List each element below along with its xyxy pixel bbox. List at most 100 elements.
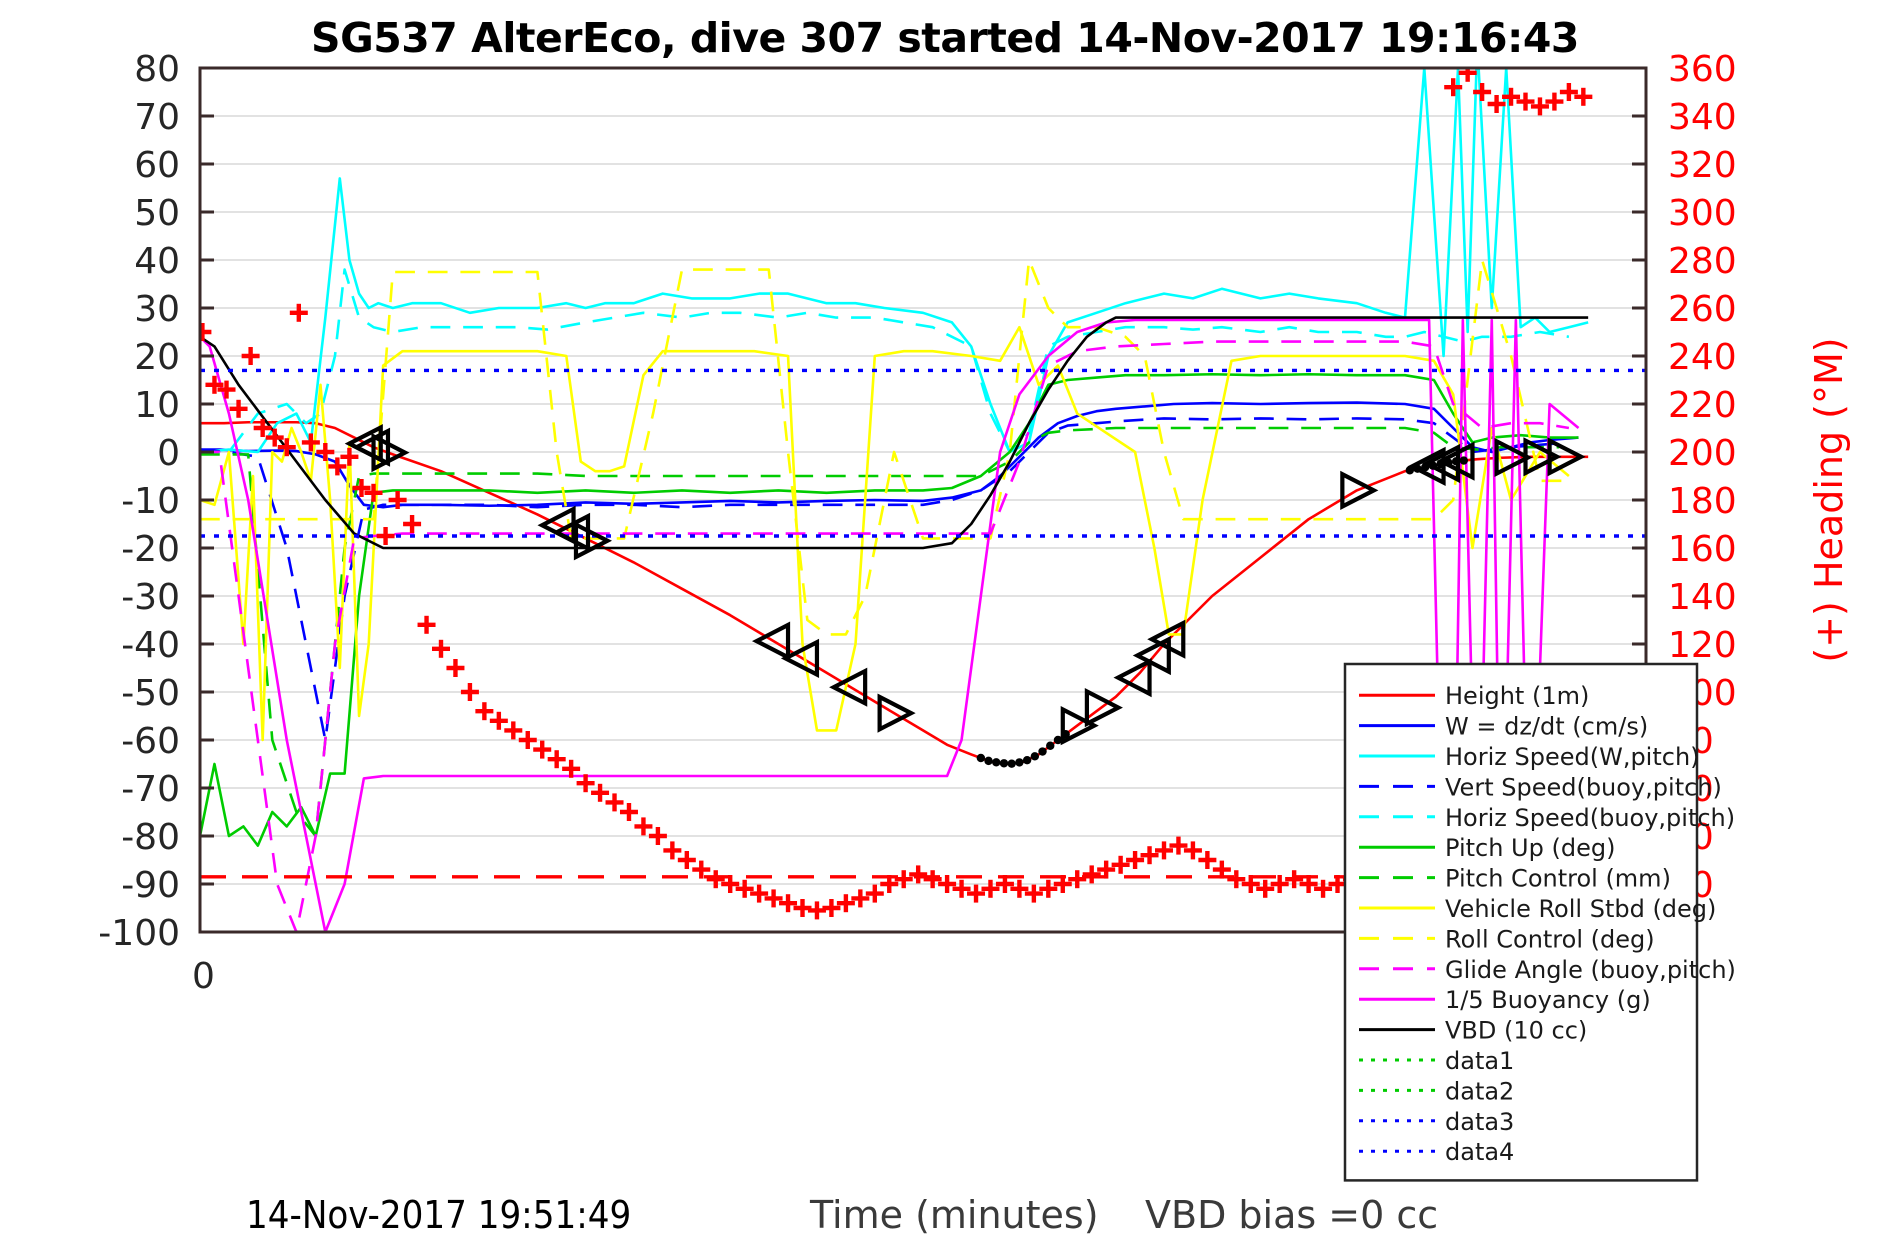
legend-label: Horiz Speed(W,pitch) [1445,743,1700,771]
y-tick-left: -80 [121,817,180,858]
y-tick-left: -40 [121,625,180,666]
series-glide-angle-buoy-pitch [200,340,1570,932]
heading-marker [265,428,284,447]
heading-marker [1155,841,1173,860]
x-tick: 0 [192,956,215,997]
legend-label: Vert Speed(buoy,pitch) [1445,773,1722,801]
heading-marker [1169,836,1188,855]
y-tick-left: -50 [121,673,180,714]
direction-markers [344,424,1586,768]
y-tick-left: -60 [121,721,180,762]
direction-triangle-right [1494,437,1533,478]
heading-marker [605,793,624,812]
vbd-bias-note: VBD bias =0 cc [1145,1193,1438,1237]
heading-marker [1270,875,1289,893]
heading-marker [518,731,537,749]
legend-label: W = dz/dt (cm/s) [1445,713,1648,741]
apex-dot [999,759,1009,768]
heading-marker [241,347,260,365]
heading-marker [1183,841,1202,860]
apex-dot [1030,752,1040,761]
legend-item[interactable]: data4 [1359,1138,1514,1166]
legend-item[interactable]: Vehicle Roll Stbd (deg) [1359,895,1716,923]
heading-marker [364,483,383,502]
footer-start-time: 14-Nov-2017 19:51:49 [246,1193,631,1237]
heading-marker [1487,95,1506,113]
legend-label: Horiz Speed(buoy,pitch) [1445,804,1735,832]
y-tick-left: 80 [134,49,180,90]
legend-label: Glide Angle (buoy,pitch) [1445,956,1736,984]
heading-marker [735,879,754,898]
y-tick-right: 200 [1668,433,1737,474]
heading-marker [1097,860,1116,879]
direction-triangle-right [1547,437,1586,477]
heading-marker [692,860,711,879]
x-axis-title: Time (minutes) [809,1193,1099,1237]
heading-marker [576,774,595,793]
heading-marker [352,479,371,497]
right-axis-title: (+) Heading (°M) [1807,337,1851,662]
heading-marker [1458,68,1477,82]
legend-item[interactable]: Pitch Up (deg) [1359,834,1615,862]
series-vbd-10-cc [200,316,1589,550]
heading-marker [489,711,508,730]
heading-marker [253,419,272,437]
legend-label: data3 [1445,1108,1514,1136]
heading-marker [432,639,450,658]
heading-marker [967,884,986,903]
heading-marker [388,491,407,509]
legend-label: data1 [1445,1047,1514,1075]
legend-item[interactable]: data1 [1359,1047,1514,1075]
y-tick-right: 300 [1668,193,1737,234]
y-tick-left: 10 [134,385,180,426]
heading-marker [1053,875,1072,893]
apex-dot [976,753,986,763]
heading-marker [277,438,296,457]
y-tick-left: 50 [134,193,180,234]
legend-item[interactable]: W = dz/dt (cm/s) [1359,713,1648,741]
heading-marker [340,447,359,466]
legend-item[interactable]: Pitch Control (mm) [1359,865,1671,893]
heading-marker [417,615,436,634]
heading-marker [1502,87,1521,106]
apex-dot [1015,758,1024,767]
chart-legend[interactable]: Height (1m) W = dz/dt (cm/s)Horiz Speed(W… [1343,662,1736,1182]
heading-marker [289,303,308,322]
heading-marker [1126,851,1145,869]
y-tick-right: 180 [1668,481,1737,522]
legend-item[interactable]: Horiz Speed(W,pitch) [1359,743,1700,771]
series-horiz-speed-buoy-pitch [200,268,1570,454]
legend-item[interactable]: Vert Speed(buoy,pitch) [1359,773,1722,801]
legend-item[interactable]: Horiz Speed(buoy,pitch) [1359,804,1735,832]
y-tick-left: 0 [157,433,180,474]
legend-label: data4 [1445,1138,1514,1166]
legend-item[interactable]: data3 [1359,1108,1514,1136]
series-vert-speed-buoy-pitch [200,417,1569,742]
y-tick-left: 40 [134,241,180,282]
heading-marker [619,803,638,821]
legend-item[interactable]: 1/5 Buoyancy (g) [1359,986,1651,1014]
heading-marker [376,527,395,545]
series-horiz-speed-w-pitch [200,68,1589,454]
y-tick-right: 220 [1668,385,1737,426]
heading-marker [1241,875,1260,893]
legend-item[interactable]: Glide Angle (buoy,pitch) [1359,956,1736,984]
heading-marker [807,901,826,920]
heading-marker [200,323,212,341]
legend-item[interactable]: Height (1m) [1359,682,1589,710]
heading-marker [205,375,224,394]
series-vehicle-roll-stbd-deg [200,325,1570,742]
apex-dot [1444,458,1453,467]
heading-marker [721,875,740,893]
heading-marker [923,870,942,889]
y-tick-left: -70 [121,769,180,810]
legend-box [1343,662,1699,1182]
legend-item[interactable]: data2 [1359,1077,1514,1105]
heading-marker [750,884,769,903]
legend-item[interactable]: Roll Control (deg) [1359,925,1655,953]
series-pitch-control-mm [200,426,1560,838]
heading-marker [779,894,798,913]
legend-item[interactable]: VBD (10 cc) [1359,1017,1587,1045]
page-title: SG537 AlterEco, dive 307 started 14-Nov-… [311,14,1579,62]
heading-marker [1024,884,1043,903]
